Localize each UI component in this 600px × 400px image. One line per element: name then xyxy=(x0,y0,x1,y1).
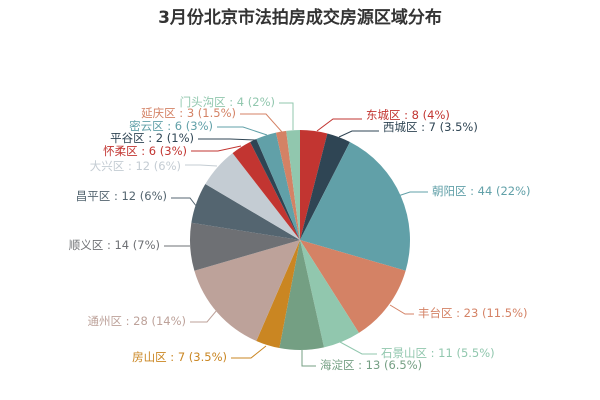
pie-slice[interactable] xyxy=(300,141,410,271)
label-line xyxy=(338,130,379,138)
chart-title: 3月份北京市法拍房成交房源区域分布 xyxy=(158,8,442,28)
pie-slice[interactable] xyxy=(300,240,406,333)
pie-slice[interactable] xyxy=(232,141,300,240)
pie-slice[interactable] xyxy=(256,132,300,240)
label-line xyxy=(279,102,294,130)
slice-label: 石景山区 : 11 (5.5%) xyxy=(381,346,495,360)
label-line xyxy=(240,113,283,133)
label-line xyxy=(316,118,362,132)
slice-label: 丰台区 : 23 (11.5%) xyxy=(418,306,527,320)
label-line xyxy=(397,191,428,197)
pie-slice[interactable] xyxy=(300,130,328,240)
label-line xyxy=(301,350,316,367)
pie-slice[interactable] xyxy=(279,240,324,350)
label-line xyxy=(231,345,267,359)
pie-slice[interactable] xyxy=(250,139,300,240)
slice-label: 怀柔区 : 6 (3%) xyxy=(103,144,187,158)
label-line xyxy=(217,126,268,136)
pie-slice[interactable] xyxy=(189,222,300,271)
slice-label: 海淀区 : 13 (6.5%) xyxy=(320,358,422,372)
label-line xyxy=(389,304,414,315)
slice-label: 昌平区 : 12 (6%) xyxy=(76,189,167,203)
slice-label: 通州区 : 28 (14%) xyxy=(87,314,186,328)
pie-slice[interactable] xyxy=(191,184,300,240)
label-line xyxy=(185,164,218,167)
pie-slice[interactable] xyxy=(276,130,300,240)
label-lines xyxy=(164,102,428,367)
slice-label: 顺义区 : 14 (7%) xyxy=(69,238,160,252)
pie-slice[interactable] xyxy=(256,240,300,349)
label-line xyxy=(191,145,242,152)
pie-slice[interactable] xyxy=(205,153,300,240)
slice-label: 东城区 : 8 (4%) xyxy=(366,108,450,122)
pie-slice[interactable] xyxy=(300,133,350,240)
slice-label: 门头沟区 : 4 (2%) xyxy=(180,95,275,109)
label-line xyxy=(190,309,218,323)
slice-label: 大兴区 : 12 (6%) xyxy=(90,159,181,173)
slice-labels: 东城区 : 8 (4%)西城区 : 7 (3.5%) 朝阳区 : 44 (22%)… xyxy=(69,95,531,372)
pie-slice[interactable] xyxy=(194,240,300,341)
pie-slice[interactable] xyxy=(300,240,359,348)
pie-slice[interactable] xyxy=(286,130,300,240)
slice-label: 房山区 : 7 (3.5%) xyxy=(132,350,227,364)
slice-label: 密云区 : 6 (3%) xyxy=(129,119,213,133)
slice-label: 平谷区 : 2 (1%) xyxy=(110,131,194,145)
slice-label: 西城区 : 7 (3.5%) xyxy=(383,120,478,134)
label-line xyxy=(198,138,256,141)
slice-label: 朝阳区 : 44 (22%) xyxy=(432,184,531,198)
slice-label: 延庆区 : 3 (1.5%) xyxy=(141,106,236,120)
label-line xyxy=(171,197,198,208)
pie-slices xyxy=(189,130,410,350)
label-line xyxy=(339,341,377,355)
